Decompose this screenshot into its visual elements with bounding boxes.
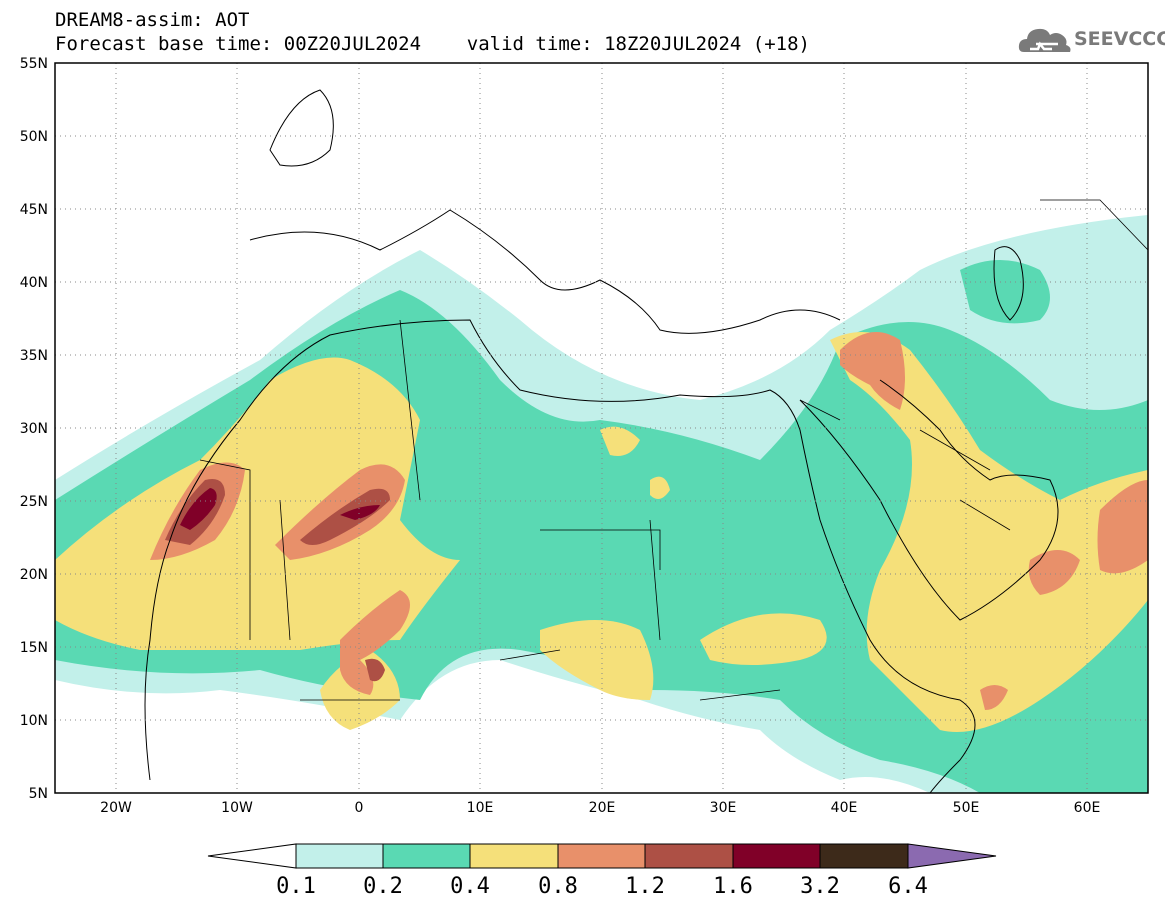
map-frame	[54, 62, 1149, 794]
colorbar-bin	[557, 843, 646, 869]
lon-tick-label: 20W	[100, 800, 132, 816]
aot-level-1.6-westsahara	[180, 488, 217, 530]
colorbar-label: 0.4	[450, 874, 490, 899]
colorbar-bin	[819, 843, 909, 869]
lat-tick-label: 45N	[20, 202, 48, 218]
colorbar	[207, 843, 997, 869]
aot-level-0.8-iraq	[840, 332, 905, 410]
aot-level-0.8-somalia	[980, 685, 1008, 710]
colorbar-bin	[469, 843, 559, 869]
aot-level-0.4-libya	[650, 476, 670, 499]
colorbar-label: 1.2	[625, 874, 665, 899]
aot-level-1.2-niger	[365, 658, 385, 682]
colorbar-bin	[382, 843, 471, 869]
colorbar-over-arrow	[907, 843, 997, 869]
lat-tick-label: 30N	[20, 421, 48, 437]
aot-level-0.4-arabia	[830, 332, 1148, 732]
aot-level-0.8-east	[1097, 480, 1148, 574]
colorbar-under-arrow	[207, 843, 297, 869]
colorbar-label: 1.6	[713, 874, 753, 899]
lat-labels: 55N 50N 45N 40N 35N 30N 25N 20N 15N 10N …	[20, 56, 48, 802]
lat-tick-label: 35N	[20, 348, 48, 364]
colorbar-labels: 0.1 0.2 0.4 0.8 1.2 1.6 3.2 6.4	[276, 874, 928, 899]
arabia-coastline	[799, 379, 1059, 621]
colorbar-bin	[644, 843, 734, 869]
lon-tick-label: 50E	[953, 800, 980, 816]
aot-level-0.8-niger	[340, 590, 410, 695]
lon-labels: 20W 10W 0 10E 20E 30E 40E 50E 60E	[100, 800, 1100, 816]
lat-tick-label: 20N	[20, 567, 48, 583]
aot-level-0.8-oman	[1028, 550, 1080, 595]
lon-tick-label: 10W	[221, 800, 253, 816]
aot-level-0.2-caspian	[960, 260, 1050, 324]
lon-tick-label: 40E	[831, 800, 858, 816]
lon-tick-label: 30E	[710, 800, 737, 816]
caspian-coastline	[993, 246, 1024, 321]
seevccc-logo: SEEVCCC	[1018, 22, 1165, 56]
cloud-icon	[1018, 28, 1071, 52]
gridlines	[55, 63, 1148, 793]
uk-coastline	[269, 89, 334, 167]
lat-tick-label: 10N	[20, 713, 48, 729]
title-line-1: DREAM8-assim: AOT	[55, 9, 250, 31]
colorbar-bin	[295, 843, 384, 869]
title-line-2: Forecast base time: 00Z20JUL2024 valid t…	[55, 33, 810, 55]
lat-tick-label: 50N	[20, 129, 48, 145]
lat-tick-label: 40N	[20, 275, 48, 291]
lon-tick-label: 0	[355, 800, 364, 816]
lat-tick-label: 5N	[29, 786, 48, 802]
colorbar-label: 0.8	[538, 874, 578, 899]
colorbar-label: 0.2	[363, 874, 403, 899]
colorbar-bin	[732, 843, 821, 869]
aot-level-0.4-egypt	[600, 426, 640, 456]
border-lines	[199, 199, 1148, 701]
aot-level-1.2-mali	[300, 488, 390, 545]
lon-tick-label: 60E	[1074, 800, 1101, 816]
lat-tick-label: 25N	[20, 494, 48, 510]
coastlines	[144, 89, 1148, 793]
europe-coastline	[249, 209, 841, 334]
lat-tick-label: 55N	[20, 56, 48, 72]
logo-text: SEEVCCC	[1074, 28, 1165, 50]
colorbar-label: 0.1	[276, 874, 316, 899]
lat-tick-label: 15N	[20, 640, 48, 656]
aot-level-0.4-west	[55, 357, 460, 650]
aot-level-1.6-mali	[340, 505, 380, 520]
colorbar-label: 6.4	[888, 874, 928, 899]
africa-coastline	[144, 319, 976, 793]
colorbar-label: 3.2	[800, 874, 840, 899]
lon-tick-label: 20E	[589, 800, 616, 816]
aot-level-0.4-sudan	[700, 613, 827, 665]
aot-level-0.4-chad	[540, 620, 654, 700]
lon-tick-label: 10E	[467, 800, 494, 816]
